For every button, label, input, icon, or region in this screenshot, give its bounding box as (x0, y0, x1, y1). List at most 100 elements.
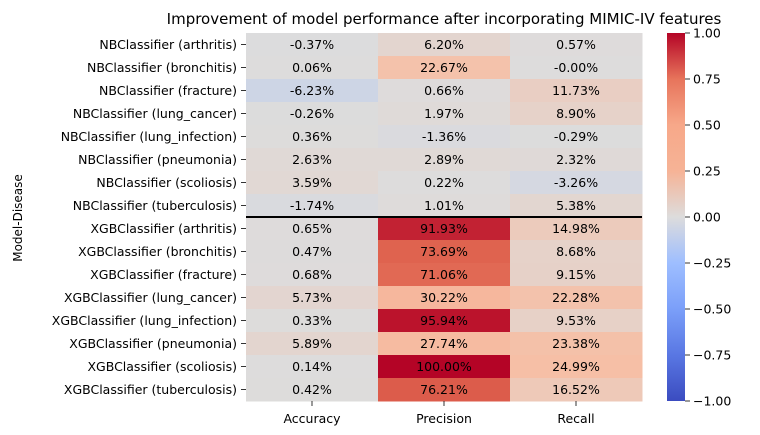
cell-value-label: 0.33% (292, 313, 332, 328)
heatmap-cell (510, 309, 643, 333)
heatmap-cell (246, 33, 379, 57)
heatmap-cell (246, 355, 379, 379)
cell-value-label: 1.97% (424, 106, 464, 121)
cell-value-label: 6.20% (424, 37, 464, 52)
heatmap-cell (378, 332, 511, 356)
heatmap-cell (378, 79, 511, 103)
heatmap-cell (510, 217, 643, 241)
heatmap-cell (378, 309, 511, 333)
cell-value-label: -0.00% (554, 60, 598, 75)
row-tick-label: XGBClassifier (pneumonia) (69, 336, 237, 351)
row-tick-label: XGBClassifier (arthritis) (90, 221, 237, 236)
cell-value-label: -6.23% (290, 83, 334, 98)
colorbar-tick-label: 0.25 (693, 164, 721, 179)
cell-value-label: 0.36% (292, 129, 332, 144)
heatmap-cell (510, 56, 643, 80)
cell-value-label: 0.42% (292, 382, 332, 397)
cell-value-label: 8.90% (556, 106, 596, 121)
row-tick-label: XGBClassifier (bronchitis) (78, 244, 237, 259)
heatmap-cell (246, 125, 379, 149)
cell-value-label: 0.65% (292, 221, 332, 236)
colorbar-tick-label: 0.50 (693, 118, 721, 133)
heatmap-cell-labels: -0.37% 6.20% 0.57% 0.06% 22.67% -0.00% -6.23% 0… (290, 37, 600, 397)
cell-value-label: 0.47% (292, 244, 332, 259)
cell-value-label: 100.00% (416, 359, 472, 374)
heatmap-cell (246, 56, 379, 80)
heatmap-cell (378, 286, 511, 310)
heatmap-cell (246, 286, 379, 310)
column-tick-label: Recall (557, 411, 594, 426)
heatmap-cell (510, 286, 643, 310)
row-tick-label: NBClassifier (lung_infection) (61, 129, 237, 144)
cell-value-label: 2.32% (556, 152, 596, 167)
cell-value-label: 23.38% (552, 336, 600, 351)
cell-value-label: 27.74% (420, 336, 468, 351)
heatmap-cell (378, 263, 511, 287)
colorbar-ticks: −1.00 −0.75 −0.50 −0.25 0.00 0.25 0.50 0.75 1.00 (685, 26, 731, 409)
colorbar-tick-label: −0.25 (693, 256, 731, 271)
row-tick-label: XGBClassifier (fracture) (90, 267, 237, 282)
heatmap-cell (510, 79, 643, 103)
heatmap-cells (246, 33, 643, 402)
heatmap-cell (246, 378, 379, 402)
row-tick-label: NBClassifier (scoliosis) (96, 175, 237, 190)
cell-value-label: 0.06% (292, 60, 332, 75)
cell-value-label: 0.14% (292, 359, 332, 374)
cell-value-label: -3.26% (554, 175, 598, 190)
cell-value-label: 14.98% (552, 221, 600, 236)
cell-value-label: 2.63% (292, 152, 332, 167)
heatmap-cell (246, 332, 379, 356)
heatmap-cell (510, 171, 643, 195)
cell-value-label: 95.94% (420, 313, 468, 328)
row-tick-label: XGBClassifier (lung_infection) (52, 313, 237, 328)
heatmap-cell (378, 56, 511, 80)
cell-value-label: 0.68% (292, 267, 332, 282)
heatmap-cell (378, 125, 511, 149)
colorbar-tick-label: 0.75 (693, 72, 721, 87)
heatmap-cell (510, 240, 643, 264)
row-tick-label: NBClassifier (tuberculosis) (73, 198, 237, 213)
cell-value-label: -1.74% (290, 198, 334, 213)
heatmap-cell (246, 171, 379, 195)
cell-value-label: 22.67% (420, 60, 468, 75)
heatmap-cell (246, 79, 379, 103)
heatmap-cell (510, 194, 643, 218)
cell-value-label: 91.93% (420, 221, 468, 236)
heatmap-cell (246, 194, 379, 218)
heatmap-cell (378, 355, 511, 379)
cell-value-label: 22.28% (552, 290, 600, 305)
column-tick-label: Precision (416, 411, 472, 426)
cell-value-label: 0.57% (556, 37, 596, 52)
heatmap-cell (378, 378, 511, 402)
colorbar-tick-label: 0.00 (693, 210, 721, 225)
cell-value-label: 9.53% (556, 313, 596, 328)
colorbar-tick-label: −0.75 (693, 348, 731, 363)
cell-value-label: -1.36% (422, 129, 466, 144)
heatmap-cell (378, 33, 511, 57)
cell-value-label: 5.73% (292, 290, 332, 305)
cell-value-label: 0.66% (424, 83, 464, 98)
heatmap-cell (510, 355, 643, 379)
row-tick-label: NBClassifier (bronchitis) (87, 60, 237, 75)
row-tick-label: NBClassifier (arthritis) (99, 37, 237, 52)
chart-title: Improvement of model performance after i… (167, 10, 722, 28)
cell-value-label: 24.99% (552, 359, 600, 374)
cell-value-label: 11.73% (552, 83, 600, 98)
heatmap-cell (510, 148, 643, 172)
cell-value-label: 76.21% (420, 382, 468, 397)
cell-value-label: -0.29% (554, 129, 598, 144)
heatmap-cell (510, 33, 643, 57)
heatmap-cell (510, 378, 643, 402)
cell-value-label: 30.22% (420, 290, 468, 305)
heatmap-cell (246, 309, 379, 333)
heatmap-cell (378, 148, 511, 172)
cell-value-label: 1.01% (424, 198, 464, 213)
heatmap-cell (378, 102, 511, 126)
row-tick-label: XGBClassifier (lung_cancer) (64, 290, 237, 305)
heatmap-cell (378, 194, 511, 218)
y-axis-label: Model-Disease (11, 174, 25, 262)
heatmap-cell (510, 125, 643, 149)
cell-value-label: 16.52% (552, 382, 600, 397)
colorbar (667, 33, 685, 401)
